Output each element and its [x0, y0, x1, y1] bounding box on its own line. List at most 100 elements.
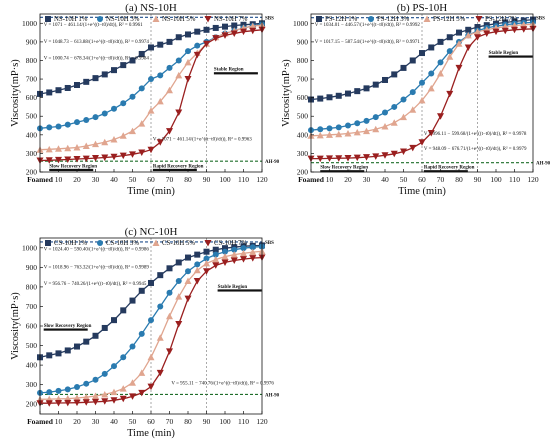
- data-point: [427, 129, 435, 137]
- legend-label: NS-10H 3%: [106, 16, 140, 23]
- data-point: [138, 330, 145, 337]
- region-label: Slow Recovery Region: [49, 164, 97, 169]
- data-point: [119, 395, 127, 403]
- data-point: [335, 130, 343, 138]
- data-point: [249, 255, 257, 262]
- data-point: [230, 257, 238, 264]
- data-point: [240, 249, 247, 257]
- data-point: [92, 398, 99, 406]
- data-point: [138, 369, 146, 376]
- data-point: [249, 27, 257, 35]
- data-point: [326, 131, 333, 138]
- data-point: [474, 34, 481, 41]
- legend-label: NS-10H 1%: [54, 16, 88, 23]
- y-tick-label: 500: [26, 112, 38, 121]
- data-point: [409, 144, 417, 152]
- data-point: [372, 81, 379, 88]
- fit-equation: V = 1000.74 − 678.34/(1+e^((t−t0)/dt)), …: [44, 56, 150, 62]
- data-point: [390, 150, 398, 158]
- legend-marker: [45, 240, 51, 246]
- chart-panel-ns-10h: (a) NS-10H SBS AH-90 200 300 400 500 600 700 800 9…: [10, 2, 280, 197]
- data-point: [428, 44, 435, 51]
- data-point: [185, 268, 191, 275]
- data-point: [129, 297, 136, 304]
- fit-equation: V = 1048.73 − 613.88/(1+e^((t−t0)/dt)), …: [44, 39, 150, 45]
- data-point: [101, 154, 109, 162]
- data-point: [464, 44, 472, 51]
- data-point: [64, 84, 71, 91]
- data-point: [344, 130, 352, 137]
- data-point: [437, 38, 444, 45]
- x-tick-label: 90: [203, 417, 211, 426]
- data-point: [92, 392, 99, 400]
- data-point: [64, 121, 71, 128]
- reference-line-label: SBS: [265, 241, 274, 246]
- data-point: [203, 259, 210, 267]
- x-tick-label: 50: [129, 175, 137, 184]
- x-tick-label: 20: [73, 417, 81, 426]
- reference-line-label: SBS: [265, 16, 274, 21]
- data-point: [212, 251, 219, 258]
- y-axis-label: Viscosity(mP·s): [281, 59, 292, 127]
- data-point: [101, 110, 108, 117]
- legend-marker: [152, 15, 160, 22]
- y-tick-label: 500: [297, 112, 309, 121]
- data-point: [474, 24, 481, 31]
- data-point: [148, 279, 154, 286]
- data-point: [64, 347, 71, 354]
- fit-equation: V = 1034.01 − 446.57/(1+e^((t−t0)/dt)), …: [315, 22, 421, 28]
- data-point: [175, 293, 183, 300]
- data-point: [83, 78, 90, 85]
- data-point: [45, 157, 53, 164]
- data-point: [212, 256, 220, 263]
- region-label: Stable Region: [218, 285, 248, 290]
- legend-marker: [97, 16, 103, 22]
- x-tick-label: Foamed: [27, 175, 54, 184]
- data-point: [203, 268, 210, 275]
- data-point: [335, 124, 342, 131]
- y-tick-label: 600: [297, 93, 309, 102]
- data-point: [166, 265, 173, 272]
- data-point: [175, 109, 183, 117]
- data-point: [147, 353, 155, 361]
- data-point: [120, 100, 127, 107]
- data-point: [345, 122, 351, 129]
- data-point: [166, 86, 173, 94]
- legend-label: NS-10H 7%: [214, 16, 248, 23]
- data-point: [175, 57, 182, 64]
- data-point: [185, 31, 191, 38]
- data-point: [166, 128, 173, 135]
- fit-equation: V = 1017.15 − 587.54/(1+e^((t−t0)/dt)), …: [315, 39, 421, 45]
- data-point: [456, 29, 462, 36]
- data-point: [230, 30, 238, 38]
- data-point: [353, 128, 361, 136]
- data-point: [120, 62, 127, 69]
- data-point: [221, 253, 229, 260]
- data-point: [446, 53, 454, 60]
- region-label: Slow Recovery Region: [320, 166, 368, 171]
- data-point: [203, 255, 210, 262]
- x-tick-label: 110: [509, 175, 520, 184]
- data-point: [74, 82, 80, 89]
- data-point: [166, 38, 173, 45]
- legend-label: PS-12H 5%: [433, 16, 466, 23]
- data-point: [249, 22, 257, 30]
- data-point: [437, 59, 444, 66]
- data-point: [203, 40, 210, 48]
- data-point: [166, 289, 173, 296]
- region-label-bar: [423, 170, 468, 173]
- y-tick-label: 500: [26, 341, 38, 350]
- y-tick-label: 1000: [22, 243, 37, 252]
- data-point: [55, 123, 62, 130]
- data-point: [101, 324, 108, 331]
- data-point: [46, 389, 53, 396]
- x-tick-label: 60: [147, 175, 155, 184]
- data-point: [212, 262, 220, 269]
- data-point: [138, 120, 146, 127]
- data-point: [455, 64, 463, 72]
- data-point: [82, 142, 90, 149]
- data-point: [344, 155, 352, 162]
- y-tick-label: 900: [297, 37, 309, 46]
- y-tick-label: 800: [297, 56, 309, 65]
- region-label-bar: [49, 168, 94, 172]
